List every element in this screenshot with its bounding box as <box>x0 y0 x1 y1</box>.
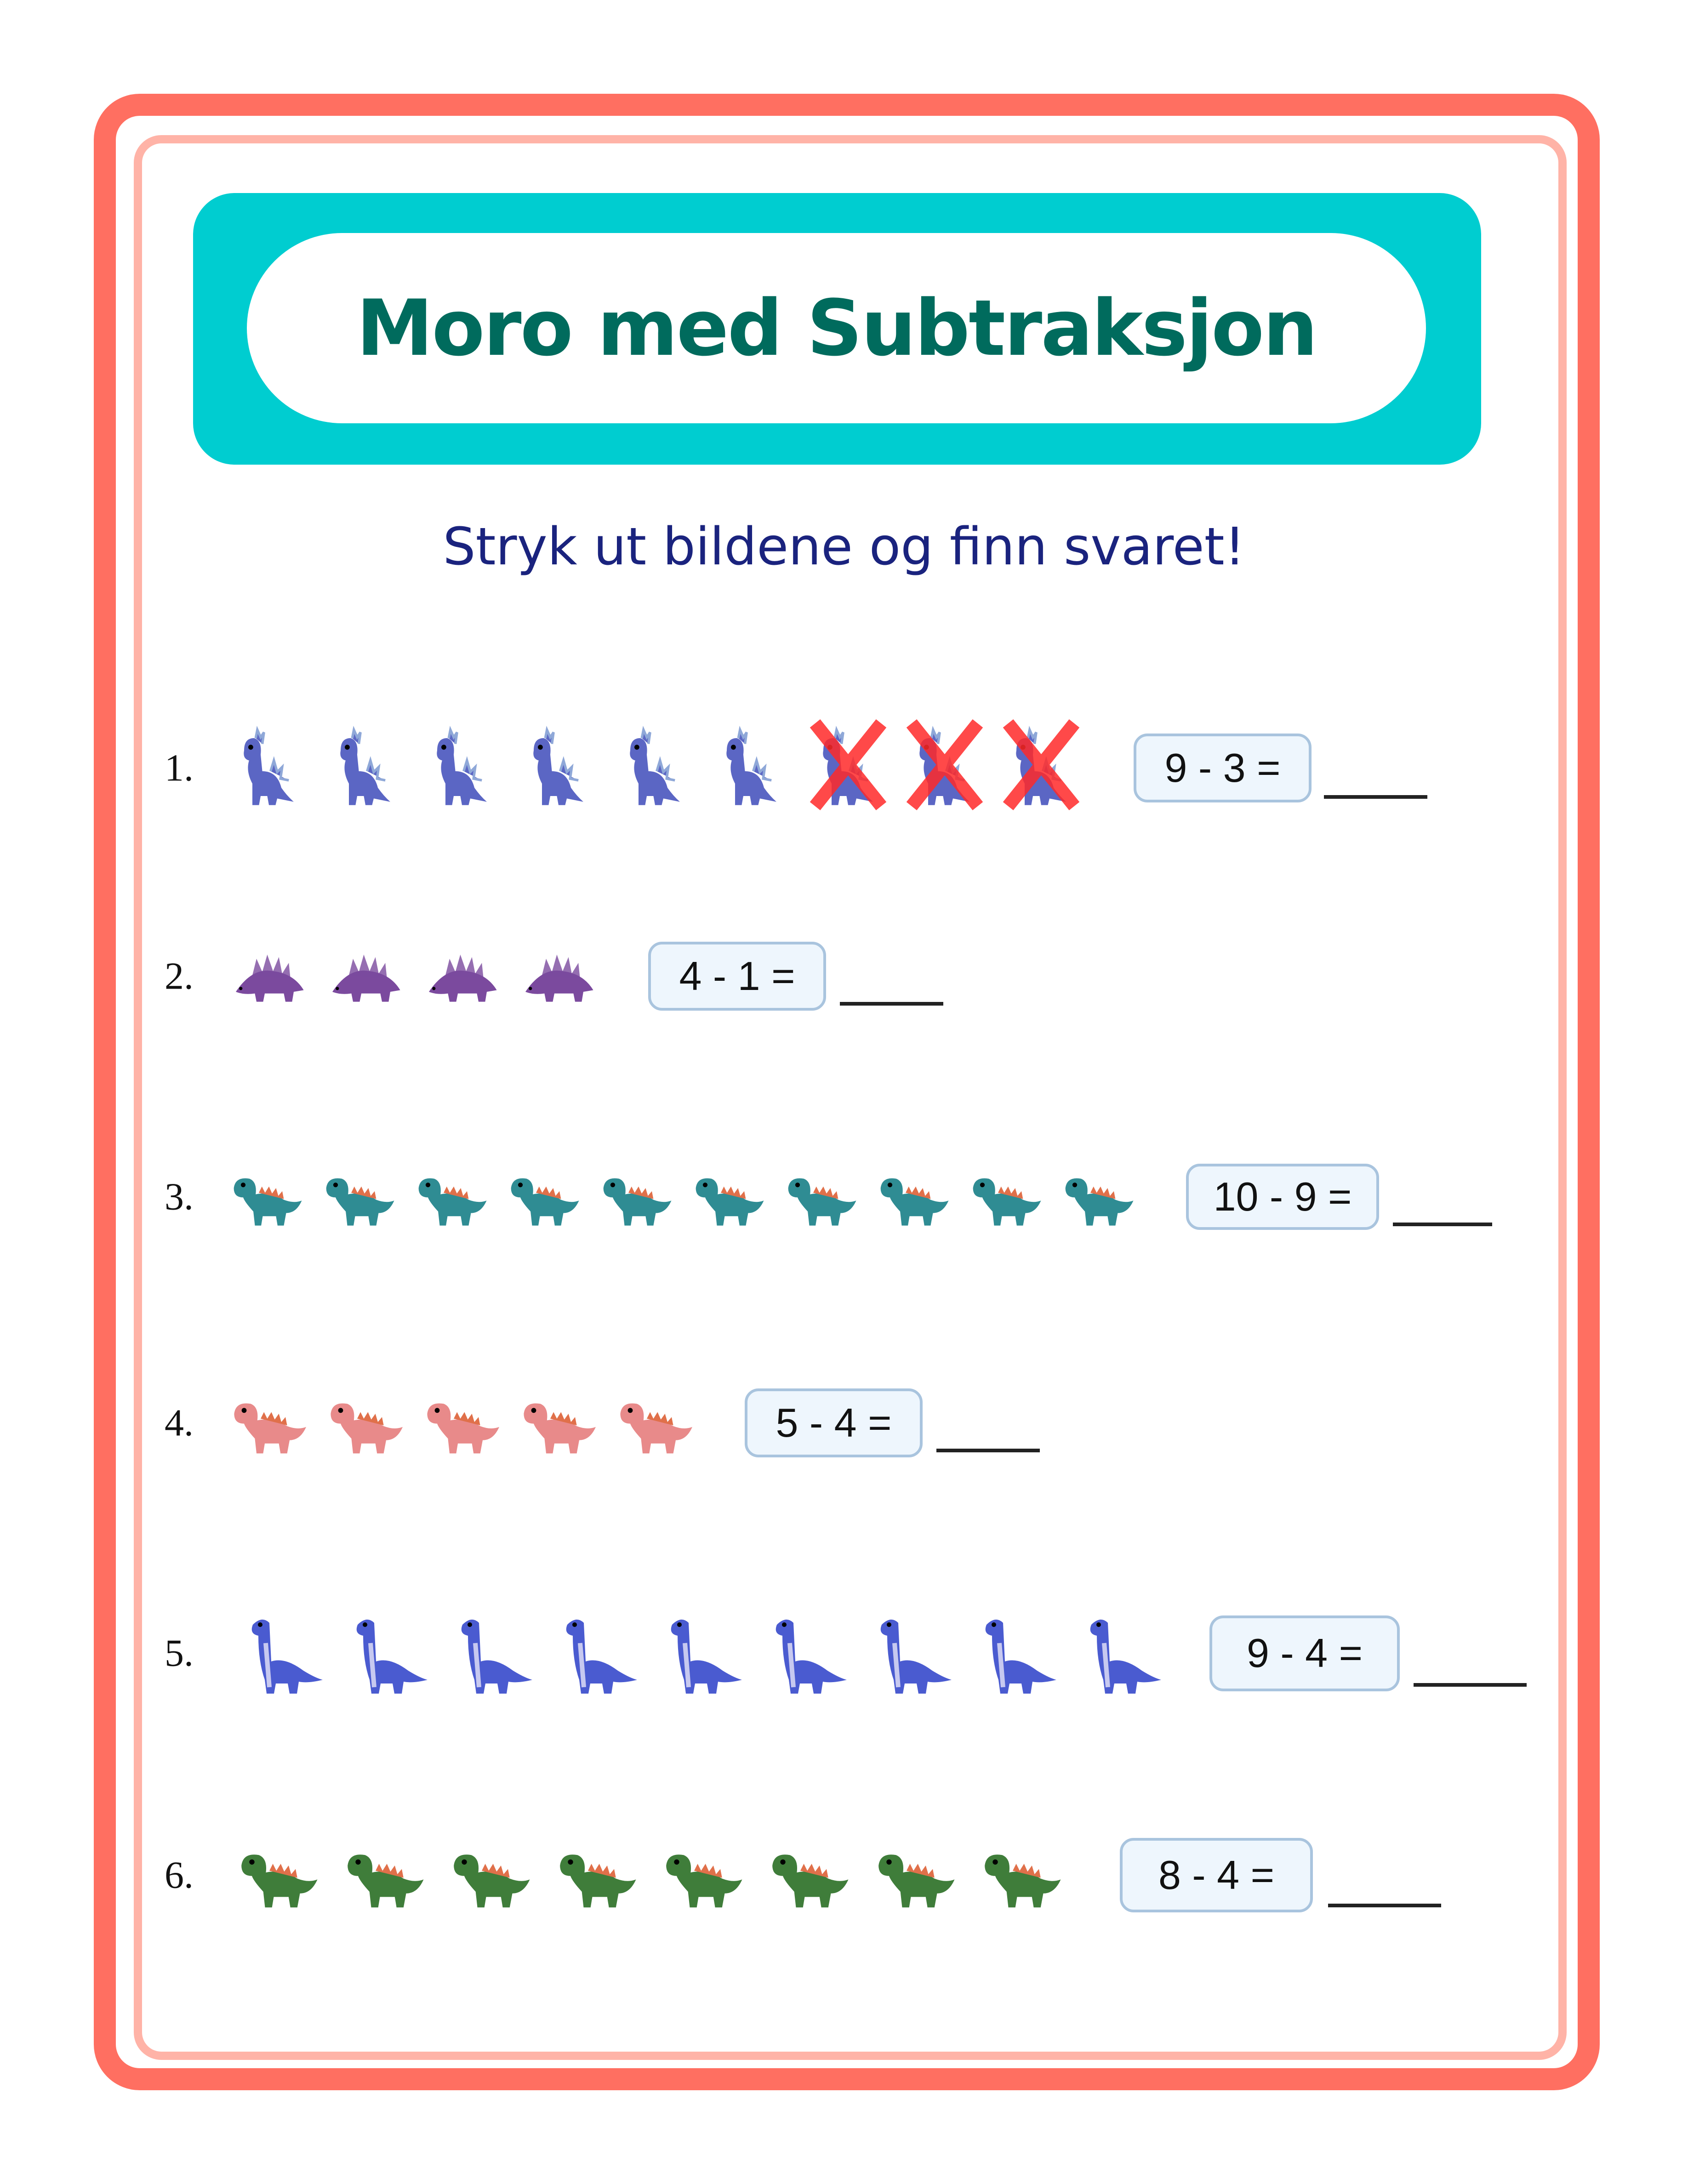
cross-out-icon <box>1003 719 1080 810</box>
pink-dino-icon[interactable] <box>421 1381 503 1465</box>
blue-spiky-dino-icon[interactable] <box>421 726 503 810</box>
blue-brachiosaurus-icon[interactable] <box>1073 1606 1165 1700</box>
teal-dino-icon[interactable] <box>1059 1157 1137 1237</box>
teal-dino-icon[interactable] <box>967 1157 1045 1237</box>
blue-spiky-dino-icon[interactable] <box>517 726 600 810</box>
problem-number: 2. <box>165 955 194 998</box>
equation-box: 9 - 4 = <box>1209 1615 1400 1691</box>
green-dino-icon[interactable] <box>659 1831 747 1920</box>
teal-dino-icon[interactable] <box>320 1157 398 1237</box>
answer-blank[interactable] <box>936 1449 1040 1452</box>
blue-brachiosaurus-icon[interactable] <box>444 1606 536 1700</box>
green-dino-icon[interactable] <box>553 1831 640 1920</box>
blue-brachiosaurus-icon[interactable] <box>339 1606 431 1700</box>
blue-brachiosaurus-icon[interactable] <box>549 1606 641 1700</box>
answer-blank[interactable] <box>840 1002 943 1006</box>
title-pill: Moro med Subtraksjon <box>247 233 1426 423</box>
answer-blank[interactable] <box>1328 1904 1441 1907</box>
teal-dino-icon[interactable] <box>505 1157 583 1237</box>
blue-brachiosaurus-icon[interactable] <box>654 1606 746 1700</box>
teal-dino-icon[interactable] <box>597 1157 675 1237</box>
cross-out-icon <box>810 719 887 810</box>
cross-out-icon <box>906 719 983 810</box>
green-dino-icon[interactable] <box>341 1831 428 1920</box>
blue-spiky-dino-icon[interactable] <box>324 726 407 810</box>
teal-dino-icon[interactable] <box>412 1157 490 1237</box>
green-dino-icon[interactable] <box>872 1831 959 1920</box>
pink-dino-icon[interactable] <box>324 1381 407 1465</box>
equation-box: 5 - 4 = <box>745 1388 923 1457</box>
instructions: Stryk ut bildene og finn svaret! <box>443 517 1245 577</box>
blue-brachiosaurus-icon[interactable] <box>758 1606 850 1700</box>
problem-number: 5. <box>165 1632 194 1675</box>
blue-spiky-dino-icon[interactable] <box>903 719 986 810</box>
teal-dino-icon[interactable] <box>782 1157 860 1237</box>
blue-brachiosaurus-icon[interactable] <box>234 1606 326 1700</box>
purple-stegosaurus-icon[interactable] <box>324 934 407 1018</box>
equation-box: 9 - 3 = <box>1134 734 1312 802</box>
blue-brachiosaurus-icon[interactable] <box>863 1606 955 1700</box>
problem-number: 1. <box>165 746 194 790</box>
answer-blank[interactable] <box>1393 1223 1492 1226</box>
purple-stegosaurus-icon[interactable] <box>517 934 600 1018</box>
inner-border <box>134 135 1567 2060</box>
equation-box: 4 - 1 = <box>648 942 826 1011</box>
equation-box: 10 - 9 = <box>1186 1164 1379 1230</box>
pink-dino-icon[interactable] <box>517 1381 600 1465</box>
teal-dino-icon[interactable] <box>228 1157 306 1237</box>
blue-spiky-dino-icon[interactable] <box>807 719 890 810</box>
green-dino-icon[interactable] <box>978 1831 1065 1920</box>
green-dino-icon[interactable] <box>234 1831 322 1920</box>
blue-brachiosaurus-icon[interactable] <box>968 1606 1060 1700</box>
answer-blank[interactable] <box>1414 1683 1527 1687</box>
purple-stegosaurus-icon[interactable] <box>421 934 503 1018</box>
page-title: Moro med Subtraksjon <box>356 283 1318 373</box>
outer-border <box>94 94 1600 2090</box>
green-dino-icon[interactable] <box>447 1831 534 1920</box>
blue-spiky-dino-icon[interactable] <box>614 726 696 810</box>
problem-number: 6. <box>165 1854 194 1897</box>
blue-spiky-dino-icon[interactable] <box>228 726 310 810</box>
teal-dino-icon[interactable] <box>874 1157 952 1237</box>
teal-dino-icon[interactable] <box>690 1157 768 1237</box>
problem-number: 3. <box>165 1175 194 1218</box>
pink-dino-icon[interactable] <box>614 1381 696 1465</box>
green-dino-icon[interactable] <box>765 1831 853 1920</box>
pink-dino-icon[interactable] <box>228 1381 310 1465</box>
blue-spiky-dino-icon[interactable] <box>710 726 793 810</box>
purple-stegosaurus-icon[interactable] <box>228 934 310 1018</box>
equation-box: 8 - 4 = <box>1120 1838 1313 1912</box>
problem-number: 4. <box>165 1401 194 1445</box>
blue-spiky-dino-icon[interactable] <box>1000 719 1083 810</box>
answer-blank[interactable] <box>1324 795 1427 799</box>
